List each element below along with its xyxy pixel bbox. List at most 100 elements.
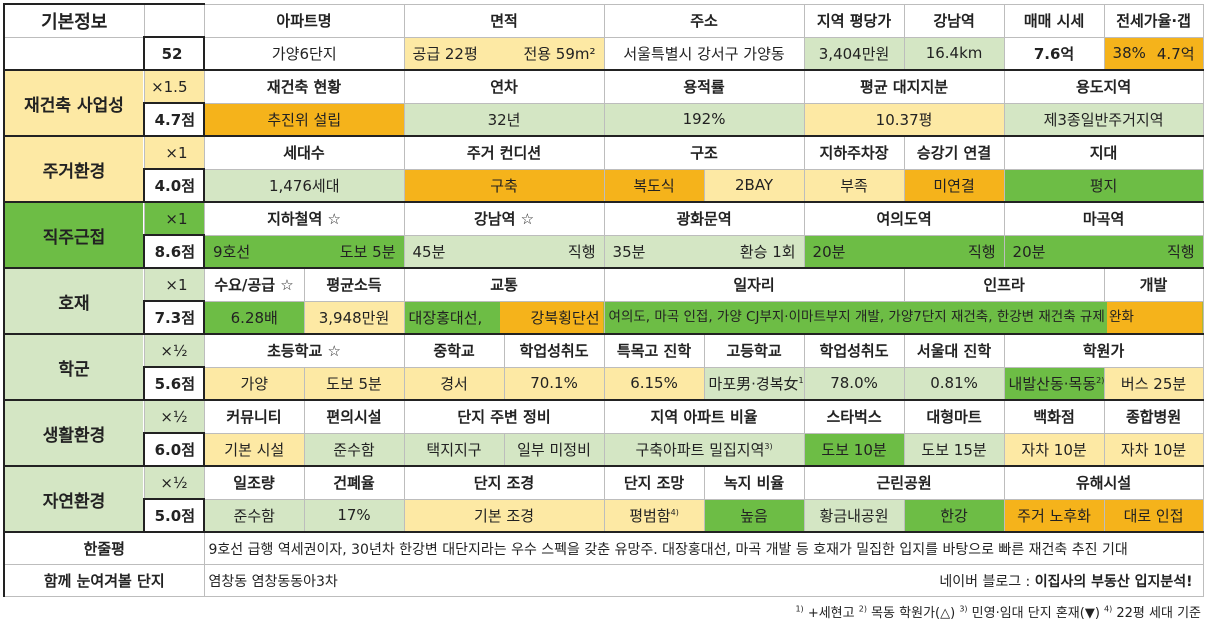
header-land-share: 평균 대지지분 bbox=[803, 69, 1005, 104]
header-households: 세대수 bbox=[203, 135, 405, 170]
starbucks: 도보 10분 bbox=[803, 432, 905, 467]
commute-label: 직주근접 bbox=[3, 201, 145, 269]
header-transport: 교통 bbox=[403, 267, 605, 302]
jobs-infra-dev-text: 여의도, 마곡 인접, 가양 CJ부지·이마트부지 개발, 가양7단지 재건축,… bbox=[608, 308, 1134, 325]
surroundings-type: 택지지구 bbox=[403, 432, 505, 467]
gangnam-cell: 45분 직행 bbox=[403, 234, 605, 269]
yeouido-time: 20분 bbox=[812, 242, 846, 261]
community: 기본 시설 bbox=[203, 432, 305, 467]
header-high: 고등학교 bbox=[703, 333, 805, 368]
related-label: 함께 눈여겨볼 단지 bbox=[3, 564, 205, 597]
park-name: 황금내공원 bbox=[803, 498, 905, 533]
header-convenience: 편의시설 bbox=[303, 399, 405, 434]
address: 서울특별시 강서구 가양동 bbox=[603, 36, 805, 71]
high-achievement: 78.0% bbox=[803, 366, 905, 401]
header-infra: 인프라 bbox=[903, 267, 1105, 302]
green-ratio: 높음 bbox=[703, 498, 805, 533]
area-cell: 공급 22평 전용 59m² bbox=[403, 36, 605, 71]
condition: 구축 bbox=[403, 168, 605, 203]
apartment-analysis-table: 기본정보 아파트명 면적 주소 지역 평당가 강남역 매매 시세 전세가율·갭 … bbox=[3, 3, 1204, 597]
header-parking: 지하주차장 bbox=[803, 135, 905, 170]
academy-bus: 버스 25분 bbox=[1103, 366, 1204, 401]
header-park: 근린공원 bbox=[803, 465, 1005, 500]
header-bcr: 건폐율 bbox=[303, 465, 405, 500]
hospital: 자차 10분 bbox=[1103, 432, 1204, 467]
header-view: 단지 조망 bbox=[603, 465, 705, 500]
magok-route: 직행 bbox=[1166, 242, 1195, 261]
school-multiplier: ×½ bbox=[143, 333, 205, 368]
basic-label: 기본정보 bbox=[3, 3, 145, 38]
header-sunlight: 일조량 bbox=[203, 465, 305, 500]
nature-multiplier: ×½ bbox=[143, 465, 205, 500]
rebuild-label: 재건축 사업성 bbox=[3, 69, 145, 137]
transport-line-1: 대장홍대선, bbox=[408, 308, 483, 327]
header-subway: 지하철역 ☆ bbox=[203, 201, 405, 236]
surroundings-status: 일부 미정비 bbox=[503, 432, 605, 467]
academy-area-name: 내발산동·목동 bbox=[1008, 374, 1097, 393]
department: 자차 10분 bbox=[1003, 432, 1105, 467]
header-gangnam: 강남역 bbox=[903, 3, 1005, 38]
footnotes: 1) +세현고 2) 목동 학원가(△) 3) 민영·임대 단지 혼재(▼) 4… bbox=[795, 604, 1201, 621]
header-zoning: 용도지역 bbox=[1003, 69, 1204, 104]
mart: 도보 15분 bbox=[903, 432, 1005, 467]
apt-ratio: 구축아파트 밀집지역3) bbox=[603, 432, 805, 467]
parking: 부족 bbox=[803, 168, 905, 203]
gwanghwamun-time: 35분 bbox=[612, 242, 646, 261]
elementary-walk: 도보 5분 bbox=[303, 366, 405, 401]
header-apt-ratio: 지역 아파트 비율 bbox=[603, 399, 805, 434]
life-multiplier: ×½ bbox=[143, 399, 205, 434]
transport-cell: 대장홍대선, 강북횡단선 bbox=[403, 300, 605, 335]
header-address: 주소 bbox=[603, 3, 805, 38]
header-community: 커뮤니티 bbox=[203, 399, 305, 434]
middle-name: 경서 bbox=[403, 366, 505, 401]
hazard-aging: 주거 노후화 bbox=[1003, 498, 1105, 533]
header-area: 면적 bbox=[403, 3, 605, 38]
floor-area-ratio: 192% bbox=[603, 102, 805, 137]
zoning: 제3종일반주거지역 bbox=[1003, 102, 1204, 137]
landscape: 기본 조경 bbox=[403, 498, 605, 533]
rebuild-status: 추진위 설립 bbox=[203, 102, 405, 137]
subway-walk: 도보 5분 bbox=[339, 242, 396, 261]
magok-time: 20분 bbox=[1012, 242, 1046, 261]
convenience: 준수함 bbox=[303, 432, 405, 467]
apt-name: 가양6단지 bbox=[203, 36, 405, 71]
header-gangnam-station: 강남역 ☆ bbox=[403, 201, 605, 236]
header-rebuild-status: 재건축 현황 bbox=[203, 69, 405, 104]
sale-price: 7.6억 bbox=[1003, 36, 1105, 71]
header-special-hs: 특목고 진학 bbox=[603, 333, 705, 368]
magok-cell: 20분 직행 bbox=[1003, 234, 1204, 269]
header-hazard: 유해시설 bbox=[1003, 465, 1204, 500]
jobs-infra-dev-cell: 여의도, 마곡 인접, 가양 CJ부지·이마트부지 개발, 가양7단지 재건축,… bbox=[603, 300, 1204, 335]
header-magok: 마곡역 bbox=[1003, 201, 1204, 236]
apt-ratio-text: 구축아파트 밀집지역 bbox=[635, 440, 765, 459]
area-supply: 공급 22평 bbox=[412, 44, 478, 63]
footnote-1: +세현고 bbox=[807, 606, 855, 621]
header-terrain: 지대 bbox=[1003, 135, 1204, 170]
corridor-type: 복도식 bbox=[603, 168, 705, 203]
header-price-per-pyeong: 지역 평당가 bbox=[803, 3, 905, 38]
header-elevator: 승강기 연결 bbox=[903, 135, 1005, 170]
commute-multiplier: ×1 bbox=[143, 201, 205, 236]
header-landscape: 단지 조경 bbox=[403, 465, 605, 500]
blog-name: 이집사의 부동산 입지분석! bbox=[1034, 573, 1193, 590]
special-hs-rate: 6.15% bbox=[603, 366, 705, 401]
header-starbucks: 스타벅스 bbox=[803, 399, 905, 434]
header-surroundings: 단지 주변 정비 bbox=[403, 399, 605, 434]
header-gwanghwamun: 광화문역 bbox=[603, 201, 805, 236]
jeonse-rate: 38% bbox=[1112, 44, 1146, 63]
header-sale-price: 매매 시세 bbox=[1003, 3, 1105, 38]
gwanghwamun-cell: 35분 환승 1회 bbox=[603, 234, 805, 269]
avg-income: 3,948만원 bbox=[303, 300, 405, 335]
header-academy: 학원가 bbox=[1003, 333, 1204, 368]
snu-rate: 0.81% bbox=[903, 366, 1005, 401]
high-school-name: 마포男·경복女 bbox=[708, 374, 799, 393]
transport-line-2: 강북횡단선 bbox=[530, 308, 600, 327]
life-label: 생활환경 bbox=[3, 399, 145, 467]
header-condition: 주거 컨디션 bbox=[403, 135, 605, 170]
school-label: 학군 bbox=[3, 333, 145, 401]
nature-label: 자연환경 bbox=[3, 465, 145, 533]
blog-credit: 네이버 블로그 : 이집사의 부동산 입지분석! bbox=[939, 571, 1198, 591]
bay-type: 2BAY bbox=[703, 168, 805, 203]
subway-cell: 9호선 도보 5분 bbox=[203, 234, 405, 269]
price-per-pyeong: 3,404만원 bbox=[803, 36, 905, 71]
